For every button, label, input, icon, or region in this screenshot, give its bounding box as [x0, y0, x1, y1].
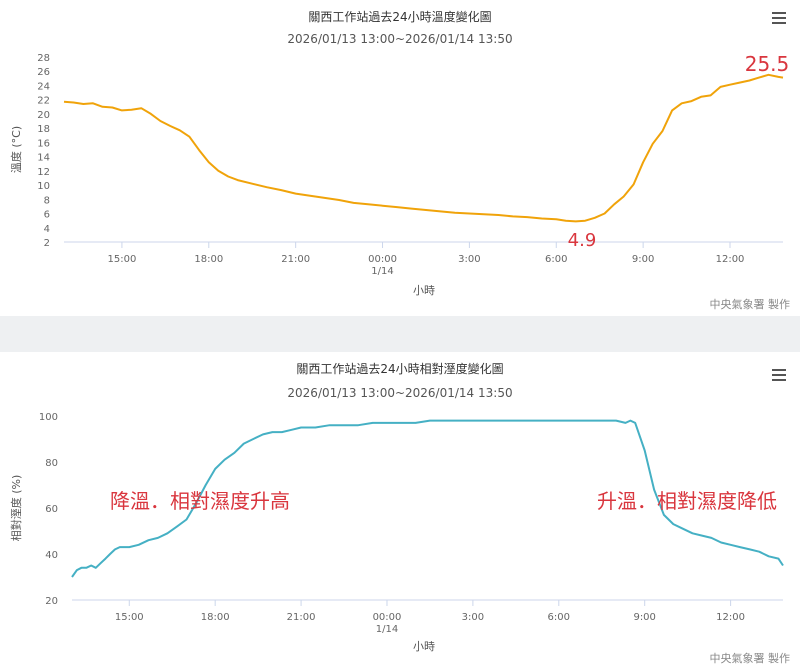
chart-menu-icon[interactable]: [772, 12, 786, 24]
temp-y-tick-label: 26: [37, 67, 50, 78]
temperature-chart-subtitle: 2026/01/13 13:00~2026/01/14 13:50: [287, 32, 513, 46]
temp-y-tick-label: 28: [37, 53, 50, 64]
temp-x-tick-label: 15:00: [107, 254, 136, 265]
hum-x-tick-sublabel: 1/14: [376, 624, 398, 635]
hum-left-annotation: 降溫．相對濕度升高: [110, 489, 290, 513]
hum-y-tick-label: 60: [45, 504, 58, 515]
temp-x-tick-label: 9:00: [632, 254, 654, 265]
humidity-chart-title: 關西工作站過去24小時相對溼度變化圖: [296, 362, 504, 376]
temp-x-tick-label: 00:00: [368, 254, 397, 265]
temperature-chart-credit: 中央氣象署 製作: [709, 298, 791, 311]
temp-x-tick-label: 6:00: [545, 254, 567, 265]
humidity-chart-svg: 20 40 60 80 100 15:00 18:00 21:00 00:001/14 3:00 6…: [9, 412, 784, 653]
hum-y-tick-label: 20: [45, 596, 58, 607]
temp-series-line: [63, 73, 784, 223]
temp-y-tick-label: 24: [37, 81, 50, 92]
temp-y-axis-title: 溫度 (°C): [9, 126, 23, 173]
hum-y-tick-label: 40: [45, 550, 58, 561]
hum-y-axis-title: 相對溼度 (%): [9, 475, 23, 542]
hum-x-tick-label: 6:00: [548, 612, 570, 623]
hum-x-tick-label: 12:00: [716, 612, 745, 623]
temp-y-tick-label: 2: [44, 238, 50, 249]
hum-series-line: [71, 419, 784, 578]
hum-x-tick-label: 00:00: [373, 612, 402, 623]
hum-x-tick-label: 21:00: [287, 612, 316, 623]
hum-x-tick-label: 9:00: [633, 612, 655, 623]
temp-x-tick-label: 21:00: [281, 254, 310, 265]
temp-x-axis-title: 小時: [413, 284, 435, 297]
hum-right-annotation: 升溫．相對濕度降低: [597, 489, 777, 513]
temp-y-tick-label: 14: [37, 153, 50, 164]
hum-y-tick-label: 100: [39, 412, 58, 423]
temp-x-tick-label: 3:00: [458, 254, 480, 265]
hum-x-tick-label: 15:00: [115, 612, 144, 623]
hum-x-tick-label: 18:00: [201, 612, 230, 623]
temp-y-tick-label: 18: [37, 124, 50, 135]
humidity-chart-credit: 中央氣象署 製作: [709, 652, 791, 665]
hum-y-tick-label: 80: [45, 458, 58, 469]
temp-y-tick-label: 6: [44, 210, 50, 221]
temp-y-tick-label: 20: [37, 110, 50, 121]
temp-y-tick-label: 12: [37, 167, 50, 178]
temp-x-tick-sublabel: 1/14: [371, 266, 393, 277]
temp-y-tick-label: 4: [44, 224, 50, 235]
temp-x-tick-label: 18:00: [194, 254, 223, 265]
temperature-chart-title: 關西工作站過去24小時溫度變化圖: [308, 10, 492, 24]
temp-x-tick-label: 12:00: [716, 254, 745, 265]
humidity-chart-subtitle: 2026/01/13 13:00~2026/01/14 13:50: [287, 386, 513, 400]
temp-y-tick-label: 16: [37, 138, 50, 149]
hum-x-axis-title: 小時: [413, 640, 435, 653]
humidity-chart-panel: 關西工作站過去24小時相對溼度變化圖 2026/01/13 13:00~2026…: [0, 352, 800, 670]
temp-y-tick-label: 10: [37, 181, 50, 192]
chart-menu-icon[interactable]: [772, 369, 786, 381]
temp-y-tick-label: 22: [37, 96, 50, 107]
hum-x-tick-label: 3:00: [462, 612, 484, 623]
temp-y-tick-label: 8: [44, 195, 50, 206]
temp-min-annotation: 4.9: [568, 230, 597, 251]
temperature-chart-panel: 關西工作站過去24小時溫度變化圖 2026/01/13 13:00~2026/0…: [0, 0, 800, 316]
temp-max-annotation: 25.5: [745, 52, 790, 76]
